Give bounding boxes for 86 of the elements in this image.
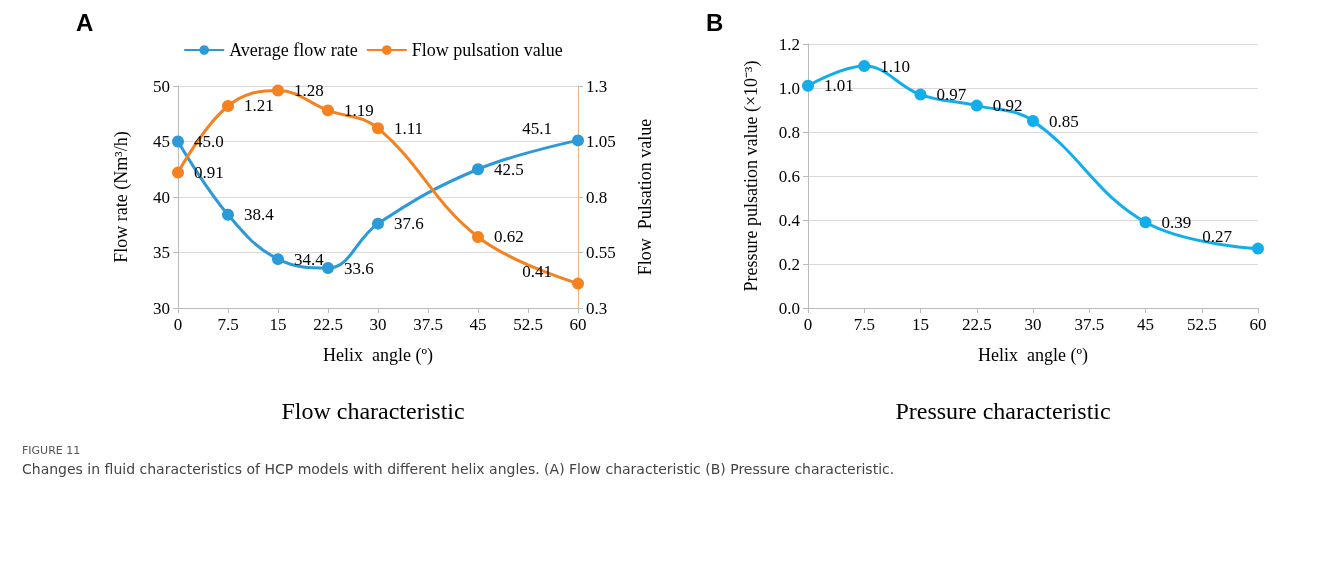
- x-tick-label: 0: [173, 315, 183, 334]
- point: [970, 99, 983, 112]
- text: A: [76, 8, 94, 36]
- x-tick-label: 60: [1249, 315, 1267, 334]
- text: Changes in fluid characteristics of HCP models with different helix angles. (A) Flow characteristic (B) Pressure characteristic.: [22, 461, 896, 477]
- x-tick-label: 60: [569, 315, 587, 334]
- x-tick-label: 22.5: [961, 315, 992, 334]
- data-label: 1.01: [824, 76, 854, 96]
- data-label: 0.62: [494, 227, 524, 247]
- y2-tick-label: 0.3: [586, 298, 608, 318]
- point: [172, 135, 184, 148]
- y-tick-label: 30: [153, 298, 170, 318]
- data-label: 1.19: [344, 100, 374, 120]
- data-label: 0.27: [1202, 227, 1233, 247]
- x-tick-label: 22.5: [313, 315, 343, 334]
- legend-label: Flow pulsation value: [411, 40, 563, 60]
- x-tick-label: 52.5: [513, 315, 543, 334]
- x-tick-label: 7.5: [853, 315, 875, 334]
- data-label: 1.28: [294, 80, 324, 100]
- y-tick-label: 0.8: [778, 122, 800, 142]
- y-axis-title: Flow rate (Nm³/h): [111, 131, 132, 263]
- data-label: 34.4: [294, 249, 325, 269]
- data-label: 0.39: [1161, 212, 1192, 232]
- y2-axis-title: Flow Pulsation value: [635, 118, 655, 276]
- x-tick-label: 37.5: [413, 315, 443, 334]
- y-tick-label: 40: [153, 187, 170, 207]
- data-label: 45.1: [522, 118, 552, 138]
- y2-tick-label: 0.55: [586, 243, 616, 262]
- y-tick-label: 35: [153, 243, 170, 262]
- y-tick-label: 1.0: [778, 78, 800, 98]
- point: [802, 79, 814, 92]
- text: Flow characteristic: [281, 398, 465, 424]
- y-tick-label: 45: [153, 132, 170, 151]
- point: [1027, 115, 1039, 127]
- point: [472, 163, 484, 176]
- point: [572, 277, 584, 290]
- x-tick-label: 52.5: [1186, 315, 1217, 334]
- point: [272, 253, 284, 266]
- x-tick-label: 15: [269, 315, 287, 334]
- x-tick-label: 37.5: [1074, 315, 1105, 334]
- point: [372, 122, 384, 135]
- point: [172, 166, 184, 179]
- y-tick-label: 0.0: [778, 298, 800, 318]
- point: [272, 84, 284, 97]
- point: [222, 208, 234, 221]
- x-tick-label: 45: [1137, 315, 1154, 334]
- point: [858, 60, 871, 72]
- data-label: 1.11: [394, 118, 424, 138]
- legend-label: Average flow rate: [229, 40, 358, 60]
- point: [1139, 216, 1152, 229]
- y-tick-label: 0.4: [778, 210, 801, 230]
- point: [372, 217, 384, 230]
- data-label: 33.6: [344, 258, 374, 278]
- x-axis-title: Helix angle (º): [322, 345, 434, 366]
- point: [572, 134, 584, 147]
- data-label: 37.6: [394, 214, 424, 234]
- x-tick-label: 45: [469, 315, 487, 334]
- x-tick-label: 30: [369, 315, 387, 334]
- point: [1252, 242, 1264, 255]
- point: [322, 104, 334, 117]
- data-label: 1.10: [880, 56, 910, 76]
- point: [222, 99, 234, 112]
- x-tick-label: 15: [912, 315, 929, 334]
- point: [322, 262, 334, 275]
- y2-tick-label: 1.05: [586, 132, 616, 151]
- x-tick-label: 7.5: [217, 315, 239, 334]
- point: [914, 88, 927, 101]
- y-tick-label: 1.2: [778, 34, 800, 54]
- y-axis-title: Pressure pulsation value (×10⁻³): [741, 60, 762, 292]
- y2-tick-label: 0.8: [586, 187, 608, 207]
- text: B: [706, 8, 724, 36]
- y-tick-label: 0.2: [778, 254, 800, 274]
- point: [472, 230, 484, 243]
- data-label: 38.4: [244, 205, 275, 225]
- text: Pressure characteristic: [895, 398, 1111, 424]
- data-label: 1.21: [244, 96, 274, 116]
- y2-tick-label: 1.3: [586, 76, 608, 96]
- caption: FIGURE 11: [22, 444, 82, 457]
- x-tick-label: 30: [1024, 315, 1042, 334]
- data-label: 0.85: [1049, 111, 1079, 131]
- y-tick-label: 50: [153, 76, 170, 96]
- x-tick-label: 0: [803, 315, 813, 334]
- data-label: 42.5: [494, 159, 524, 179]
- y-tick-label: 0.6: [778, 166, 800, 186]
- x-axis-title: Helix angle (º): [977, 345, 1089, 366]
- data-label: 0.97: [936, 85, 967, 105]
